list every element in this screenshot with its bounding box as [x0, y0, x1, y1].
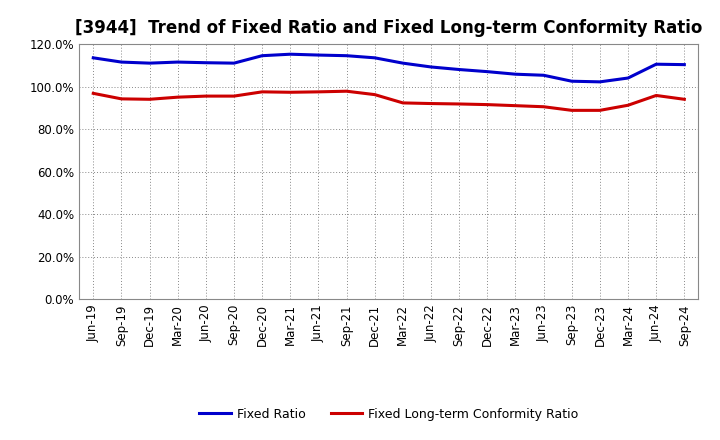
Fixed Ratio — [483, 69, 492, 74]
Fixed Ratio — [652, 62, 660, 67]
Fixed Ratio — [174, 59, 182, 65]
Fixed Ratio — [511, 72, 520, 77]
Fixed Ratio — [427, 64, 436, 70]
Fixed Ratio — [202, 60, 210, 66]
Fixed Ratio — [145, 60, 154, 66]
Fixed Long-term Conformity Ratio — [511, 103, 520, 108]
Fixed Long-term Conformity Ratio — [370, 92, 379, 97]
Fixed Ratio — [258, 53, 266, 59]
Fixed Long-term Conformity Ratio — [230, 93, 238, 99]
Fixed Long-term Conformity Ratio — [567, 108, 576, 113]
Fixed Long-term Conformity Ratio — [89, 91, 98, 96]
Fixed Ratio — [680, 62, 688, 67]
Fixed Long-term Conformity Ratio — [174, 95, 182, 100]
Fixed Long-term Conformity Ratio — [652, 93, 660, 98]
Fixed Long-term Conformity Ratio — [117, 96, 126, 102]
Fixed Long-term Conformity Ratio — [624, 103, 632, 108]
Fixed Long-term Conformity Ratio — [286, 90, 294, 95]
Fixed Ratio — [342, 53, 351, 59]
Title: [3944]  Trend of Fixed Ratio and Fixed Long-term Conformity Ratio: [3944] Trend of Fixed Ratio and Fixed Lo… — [75, 19, 703, 37]
Fixed Long-term Conformity Ratio — [202, 93, 210, 99]
Fixed Long-term Conformity Ratio — [258, 89, 266, 95]
Fixed Ratio — [567, 79, 576, 84]
Fixed Ratio — [89, 55, 98, 60]
Fixed Long-term Conformity Ratio — [455, 101, 464, 106]
Legend: Fixed Ratio, Fixed Long-term Conformity Ratio: Fixed Ratio, Fixed Long-term Conformity … — [194, 403, 583, 425]
Fixed Ratio — [399, 60, 408, 66]
Fixed Ratio — [370, 55, 379, 60]
Fixed Ratio — [286, 51, 294, 57]
Fixed Long-term Conformity Ratio — [342, 88, 351, 94]
Fixed Long-term Conformity Ratio — [680, 97, 688, 102]
Fixed Ratio — [117, 59, 126, 65]
Fixed Long-term Conformity Ratio — [314, 89, 323, 95]
Line: Fixed Long-term Conformity Ratio: Fixed Long-term Conformity Ratio — [94, 91, 684, 110]
Fixed Ratio — [539, 73, 548, 78]
Fixed Ratio — [595, 79, 604, 84]
Fixed Long-term Conformity Ratio — [595, 108, 604, 113]
Line: Fixed Ratio: Fixed Ratio — [94, 54, 684, 82]
Fixed Long-term Conformity Ratio — [539, 104, 548, 110]
Fixed Ratio — [230, 60, 238, 66]
Fixed Ratio — [314, 52, 323, 58]
Fixed Long-term Conformity Ratio — [427, 101, 436, 106]
Fixed Long-term Conformity Ratio — [483, 102, 492, 107]
Fixed Ratio — [624, 75, 632, 81]
Fixed Long-term Conformity Ratio — [399, 100, 408, 106]
Fixed Ratio — [455, 67, 464, 72]
Fixed Long-term Conformity Ratio — [145, 97, 154, 102]
